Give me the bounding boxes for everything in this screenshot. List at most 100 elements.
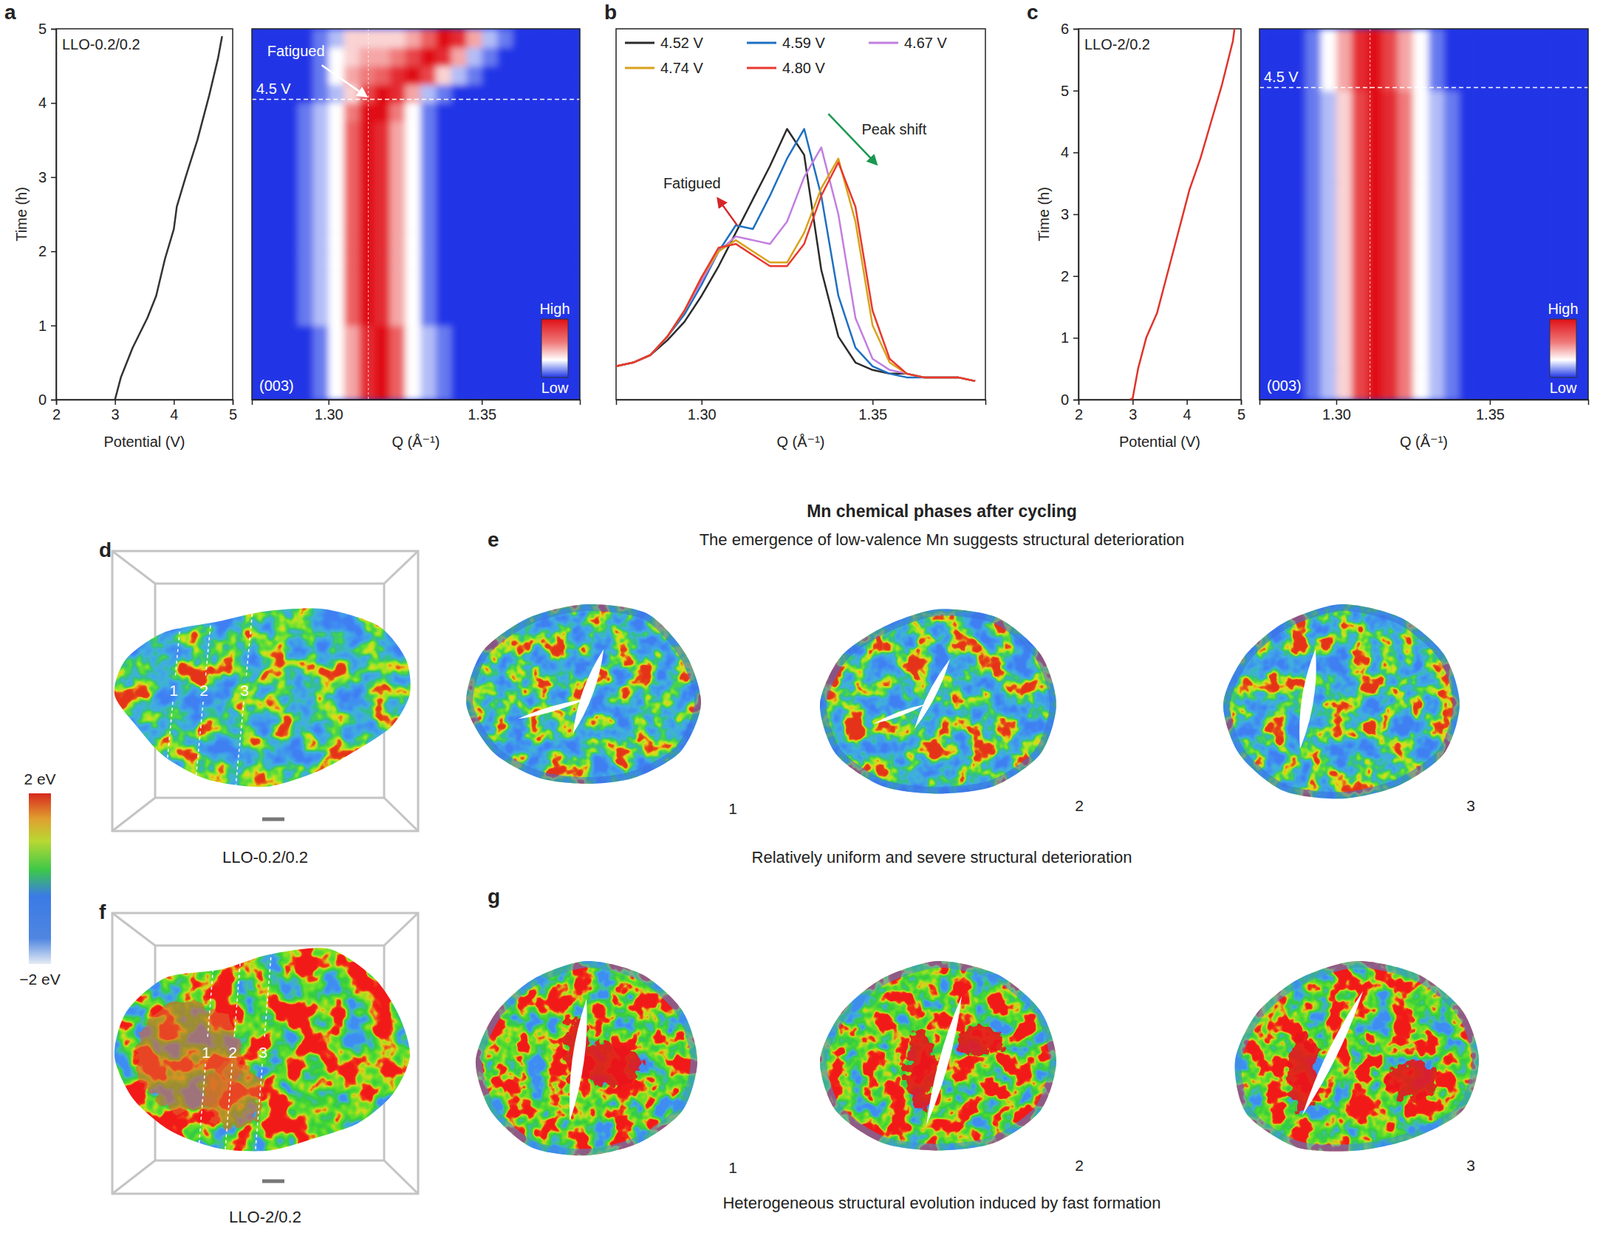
heat-cell bbox=[451, 325, 467, 345]
heat-cell bbox=[328, 344, 345, 364]
heat-cell bbox=[542, 158, 559, 179]
heat-cell bbox=[451, 344, 467, 364]
plot-frame bbox=[1078, 28, 1241, 400]
heat-cell bbox=[267, 195, 283, 215]
rendering-patch bbox=[203, 1062, 263, 1129]
heat-cell bbox=[451, 307, 467, 327]
heat-cell bbox=[435, 325, 452, 345]
tick: 4 bbox=[1060, 144, 1079, 161]
heat-cell bbox=[451, 195, 467, 215]
heat-cell bbox=[1367, 368, 1383, 400]
heat-cell bbox=[404, 65, 421, 85]
colorbar-label: Low bbox=[541, 379, 569, 396]
heat-cell bbox=[1367, 276, 1383, 308]
heat-cell bbox=[1505, 152, 1521, 184]
legend-swatch bbox=[624, 42, 655, 45]
heat-cell bbox=[1382, 121, 1398, 153]
heat-cell bbox=[542, 251, 559, 271]
axis: 1.301.35 bbox=[1260, 399, 1589, 423]
heat-cell bbox=[297, 177, 314, 197]
heat-cell bbox=[435, 214, 452, 234]
heat-cell bbox=[343, 307, 360, 327]
caption: LLO-0.2/0.2 bbox=[222, 848, 309, 867]
heat-cell bbox=[1535, 90, 1552, 122]
heat-cell bbox=[497, 251, 513, 271]
heat-cell bbox=[1428, 214, 1445, 246]
heat-cell bbox=[1290, 276, 1307, 308]
tick: 0 bbox=[1060, 391, 1079, 408]
reference-label: 4.5 V bbox=[256, 80, 292, 97]
heat-cell bbox=[297, 288, 314, 308]
heat-cell bbox=[527, 65, 543, 85]
tick-mark bbox=[173, 399, 176, 405]
panel-label: b bbox=[604, 0, 617, 24]
plot-marks bbox=[1130, 28, 1236, 400]
rendering-texture bbox=[84, 583, 448, 806]
heat-cell bbox=[1413, 214, 1429, 246]
heat-cell bbox=[343, 251, 360, 271]
heat-cell bbox=[297, 65, 314, 85]
heat-cell bbox=[1444, 152, 1460, 184]
heat-cell bbox=[374, 381, 391, 400]
heat-cell bbox=[1520, 28, 1537, 60]
heat-cell bbox=[542, 28, 559, 49]
heat-cell bbox=[328, 214, 345, 234]
heat-cell bbox=[1413, 276, 1429, 308]
heat-cell bbox=[466, 344, 482, 364]
rendering-rim bbox=[475, 961, 698, 1156]
heat-cell bbox=[1351, 183, 1368, 215]
slice-line bbox=[207, 945, 215, 1039]
tick: 5 bbox=[1237, 399, 1246, 423]
heat-cell bbox=[267, 307, 283, 327]
heat-cell bbox=[1535, 183, 1552, 215]
heat-cell bbox=[1413, 337, 1429, 369]
heat-cell bbox=[1505, 276, 1521, 308]
heat-cell bbox=[1397, 214, 1414, 246]
rendering-rim bbox=[466, 604, 702, 784]
heat-cell bbox=[1259, 183, 1275, 215]
heat-cell bbox=[251, 195, 268, 215]
heat-cell bbox=[282, 307, 298, 327]
heat-cell bbox=[451, 121, 467, 142]
heat-cell bbox=[1489, 214, 1506, 246]
rendering bbox=[796, 584, 1080, 824]
heat-cell bbox=[297, 102, 314, 122]
heat-cell bbox=[435, 84, 452, 104]
tick: 3 bbox=[1060, 206, 1079, 223]
heat-cell bbox=[1367, 59, 1383, 91]
heat-cell bbox=[359, 121, 375, 142]
tick-label: 3 bbox=[1060, 206, 1069, 223]
heat-cell bbox=[1367, 152, 1383, 184]
plot-marks bbox=[616, 129, 976, 382]
heat-cell bbox=[404, 232, 421, 252]
tick: 4 bbox=[1183, 399, 1192, 423]
line-panel: 2345012345Potential (V)Time (h)LLO-0.2/0… bbox=[4, 0, 238, 450]
heat-cell bbox=[512, 362, 529, 382]
heat-cell bbox=[1336, 59, 1352, 91]
heat-cell bbox=[1382, 307, 1398, 339]
rendering-patch bbox=[906, 1031, 935, 1111]
tick-label: 3 bbox=[111, 406, 120, 423]
heat-cell bbox=[558, 214, 574, 234]
heat-cell bbox=[297, 344, 314, 364]
heat-cell bbox=[390, 140, 406, 160]
tick-mark bbox=[1132, 399, 1134, 405]
heat-cell bbox=[390, 121, 406, 142]
heat-cell bbox=[420, 84, 436, 104]
heat-cell bbox=[404, 251, 421, 271]
heat-cell bbox=[282, 214, 298, 234]
heat-cell bbox=[328, 362, 345, 382]
heat-cell bbox=[1458, 368, 1475, 400]
heat-cell bbox=[1489, 183, 1506, 215]
tick: 3 bbox=[1128, 399, 1137, 423]
heat-cell bbox=[404, 325, 421, 345]
heat-cell bbox=[359, 158, 375, 179]
tick-mark bbox=[50, 102, 57, 105]
heat-cell bbox=[390, 288, 406, 308]
heat-cell bbox=[1489, 28, 1506, 60]
heat-cell bbox=[497, 325, 513, 345]
heat-cell bbox=[1505, 59, 1521, 91]
heat-cell bbox=[1351, 152, 1368, 184]
heat-cell bbox=[328, 102, 345, 122]
heat-cell bbox=[1397, 276, 1414, 308]
